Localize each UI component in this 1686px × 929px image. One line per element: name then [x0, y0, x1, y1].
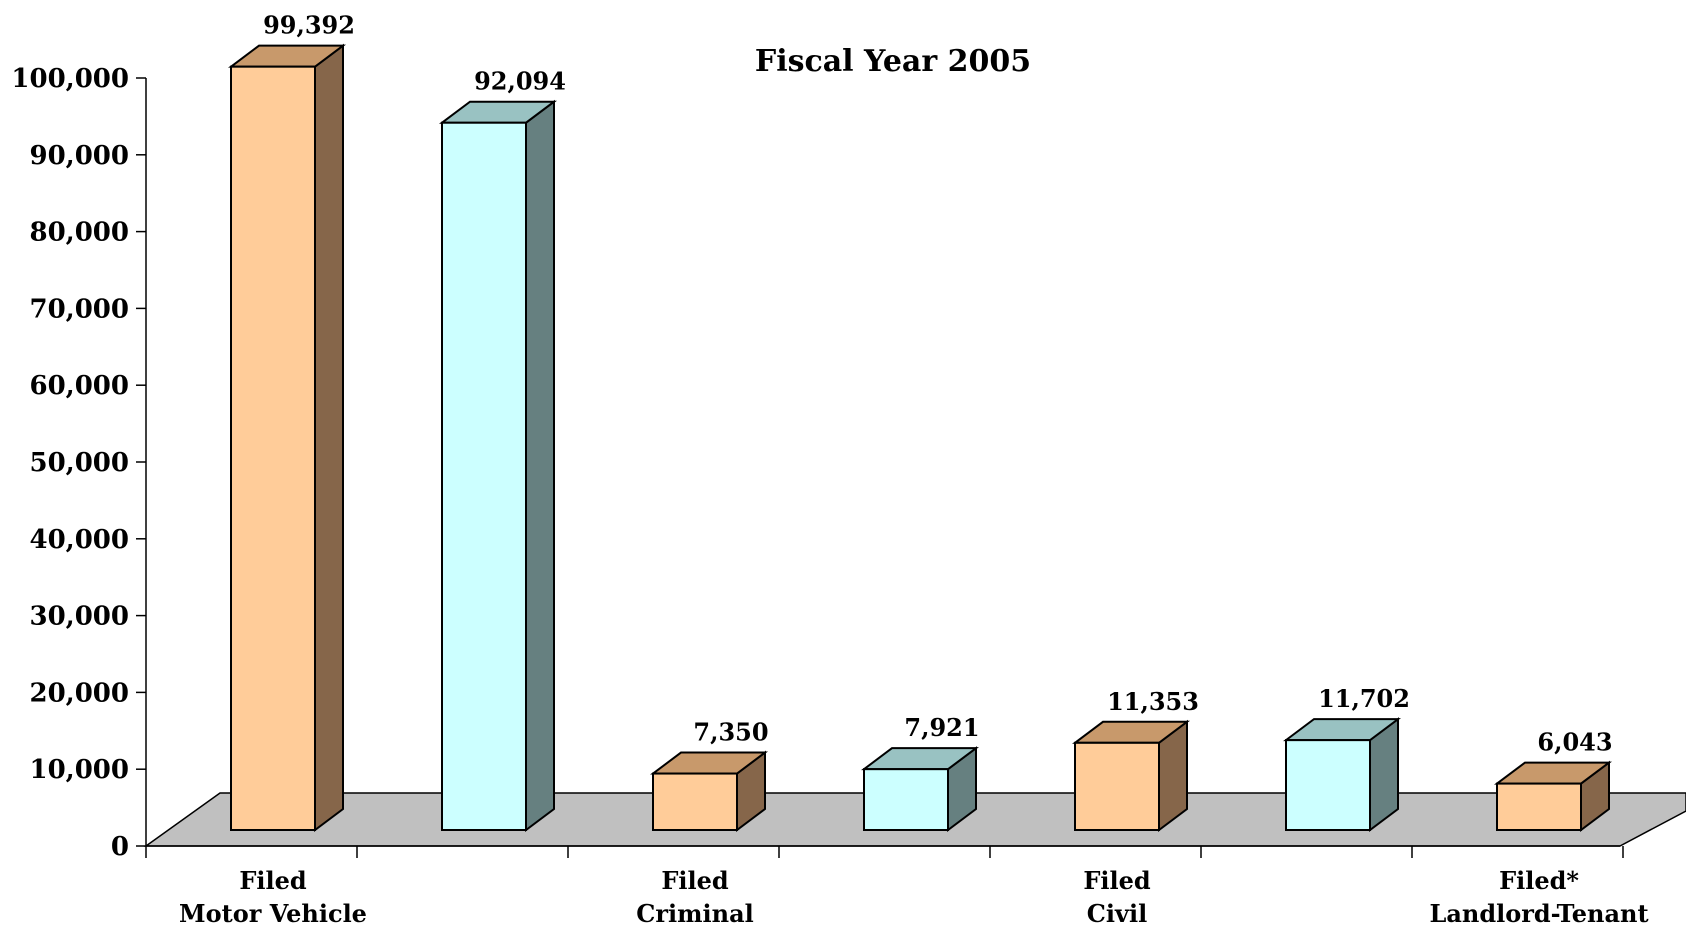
bar-front: [230, 65, 316, 832]
bar: [861, 746, 979, 832]
bar-front: [652, 772, 738, 831]
category-label-line1: Filed: [1083, 866, 1151, 895]
data-label: 11,353: [1107, 687, 1199, 716]
category-label-line1: Filed: [239, 866, 307, 895]
data-label: 92,094: [474, 67, 566, 96]
data-label: 6,043: [1537, 728, 1612, 757]
bar-front: [1496, 782, 1582, 832]
category-label-line2: Landlord-Tenant: [1429, 899, 1648, 928]
bar-front: [863, 768, 949, 832]
y-tick-label: 30,000: [29, 602, 129, 632]
category-label-line1: Filed: [661, 866, 729, 895]
bar: [439, 99, 557, 832]
bar: [1283, 717, 1401, 832]
bar-front: [441, 121, 527, 831]
y-tick-label: 40,000: [29, 525, 129, 555]
bar-side: [314, 43, 344, 832]
bar: [1494, 760, 1612, 832]
data-label: 11,702: [1318, 684, 1410, 713]
y-tick-label: 90,000: [29, 141, 129, 171]
y-tick-label: 50,000: [29, 448, 129, 478]
y-tick-label: 20,000: [29, 678, 129, 708]
chart-title: Fiscal Year 2005: [755, 44, 1031, 79]
y-tick-label: 100,000: [11, 64, 129, 94]
y-tick-label: 60,000: [29, 371, 129, 401]
data-label: 7,350: [693, 718, 768, 747]
bar-front: [1285, 739, 1371, 832]
y-tick-label: 70,000: [29, 294, 129, 324]
data-label: 7,921: [904, 713, 979, 742]
category-label-line2: Criminal: [636, 899, 754, 928]
data-label: 99,392: [263, 11, 355, 40]
y-tick-label: 10,000: [29, 755, 129, 785]
y-tick-label: 0: [111, 832, 129, 862]
bar: [228, 43, 346, 832]
category-label-line1: Filed*: [1499, 866, 1579, 895]
y-tick-label: 80,000: [29, 218, 129, 248]
category-label-line2: Motor Vehicle: [179, 899, 367, 928]
category-label-line2: Civil: [1087, 899, 1147, 928]
bar: [1072, 719, 1190, 832]
bar-side: [525, 99, 555, 832]
bar-front: [1074, 741, 1160, 831]
bar: [650, 750, 768, 832]
